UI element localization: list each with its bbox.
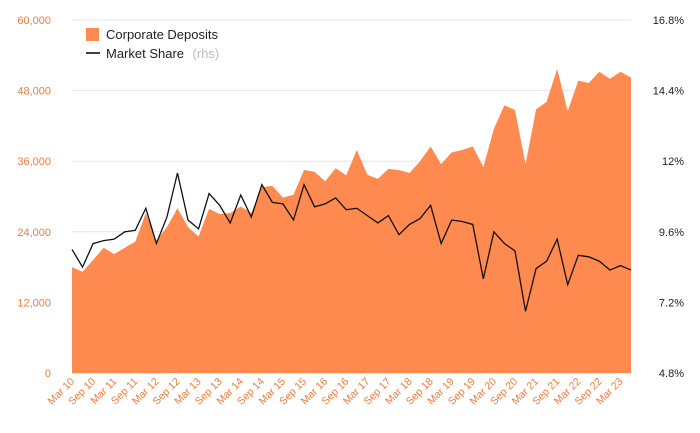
corporate-deposits-area-layer [72,68,631,373]
legend-swatch-corporate-deposits [86,28,99,41]
corporate-deposits-area [72,68,631,373]
left-tick-label: 48,000 [17,86,51,98]
right-tick-label: 16.8% [653,15,684,27]
right-tick-label: 4.8% [659,368,684,380]
left-tick-label: 36,000 [17,156,51,168]
left-tick-label: 60,000 [17,15,51,27]
left-tick-label: 24,000 [17,227,51,239]
svg-text:Market Share (rhs): Market Share (rhs) [106,45,219,62]
left-axis-ticks: 0 12,000 24,000 36,000 48,000 60,000 [17,15,51,380]
left-tick-label: 12,000 [17,297,51,309]
right-tick-label: 9.6% [659,227,684,239]
legend-label-corporate-deposits: Corporate Deposits [106,27,218,42]
legend-label-market-share: Market Share [106,46,184,61]
market-share-line-layer [71,172,632,312]
legend-note-rhs: (rhs) [193,46,220,61]
right-tick-label: 7.2% [659,297,684,309]
right-tick-label: 12% [662,156,684,168]
right-tick-label: 14.4% [653,86,684,98]
market-share-line [71,172,632,312]
left-tick-label: 0 [45,368,51,380]
legend: Corporate Deposits Market Share (rhs) [86,27,219,62]
right-axis-ticks: 4.8% 7.2% 9.6% 12% 14.4% 16.8% [653,15,684,380]
